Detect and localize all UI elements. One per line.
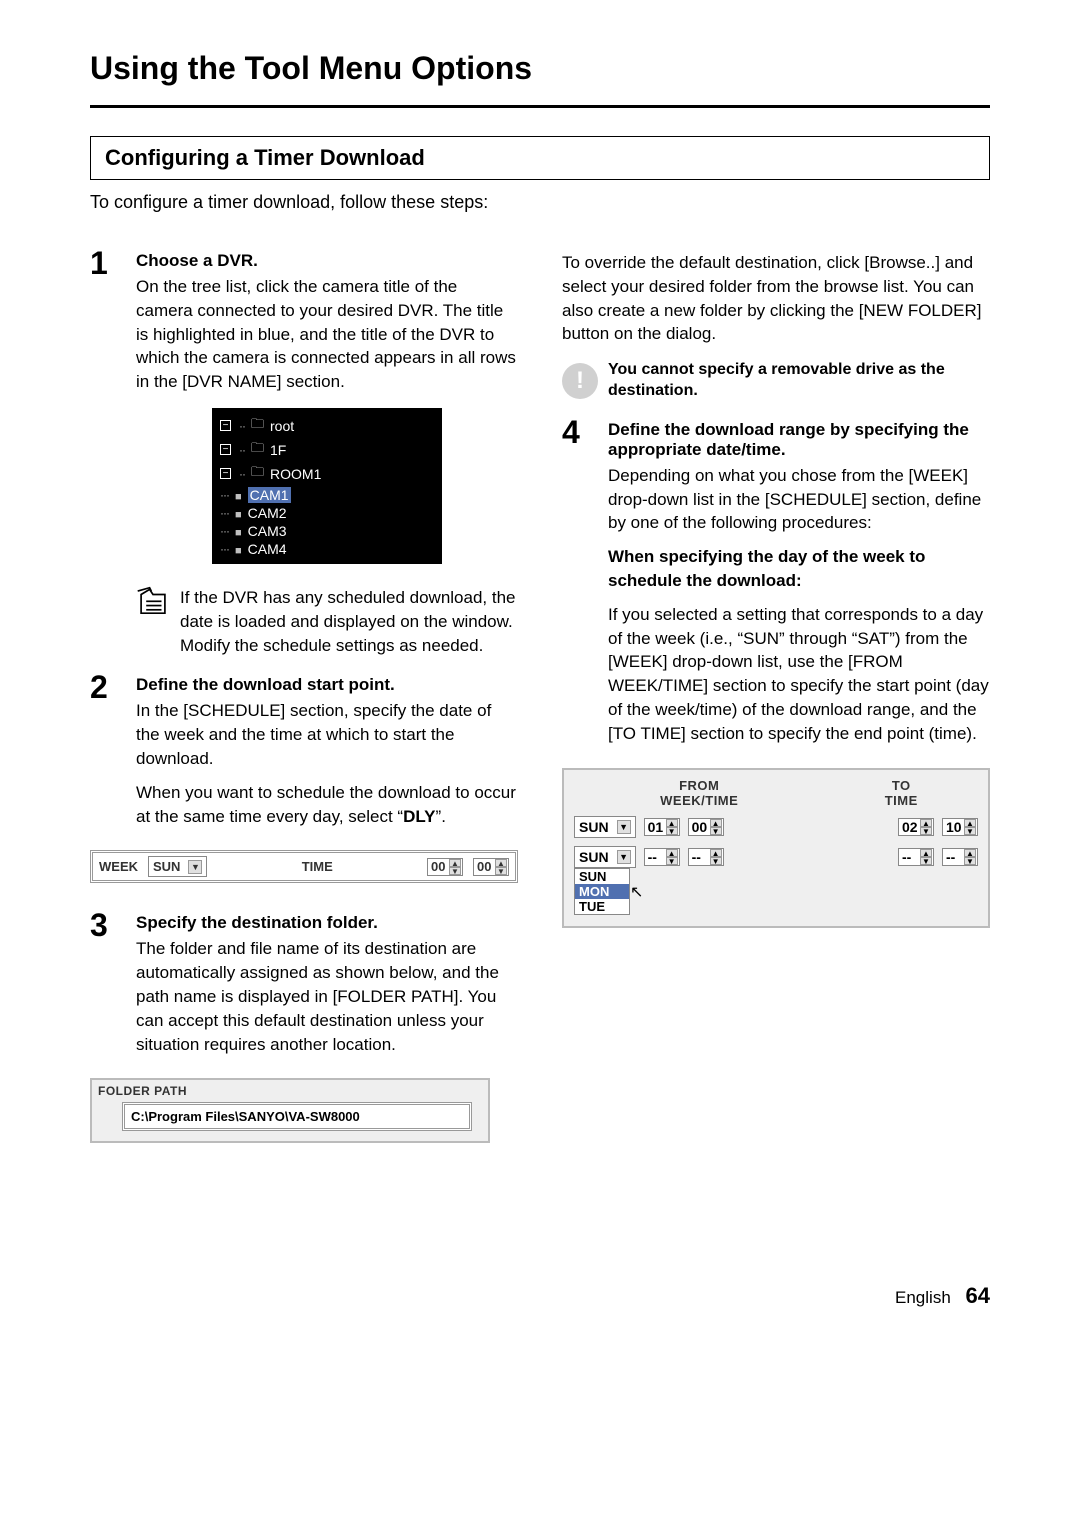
to-label-2: TIME [824, 793, 978, 808]
to-hour-spinner-r1[interactable]: 02 ▲▼ [898, 818, 934, 836]
page-title: Using the Tool Menu Options [90, 50, 990, 87]
from-min-spinner-r2[interactable]: -- ▲▼ [688, 848, 724, 866]
tree-toggle-root[interactable]: − [220, 420, 231, 431]
chevron-down-icon: ▼ [617, 820, 631, 834]
footer-page-number: 64 [966, 1283, 990, 1308]
tree-room1-label: ROOM1 [270, 466, 321, 482]
step4-body2: If you selected a setting that correspon… [608, 603, 990, 746]
right-top-body: To override the default destination, cli… [562, 251, 990, 346]
folder-path-widget: FOLDER PATH C:\Program Files\SANYO\VA-SW… [90, 1078, 490, 1143]
step4-body1: Depending on what you chose from the [WE… [608, 464, 990, 535]
chevron-down-icon: ▼ [617, 850, 631, 864]
step3-heading: Specify the destination folder. [136, 913, 518, 933]
time-label: TIME [302, 859, 333, 874]
from-day-dropdown-r2[interactable]: SUN ▼ [574, 846, 636, 868]
tree-cam2[interactable]: CAM2 [248, 505, 287, 521]
step1-body: On the tree list, click the camera title… [136, 275, 518, 394]
tree-cam3[interactable]: CAM3 [248, 523, 287, 539]
tree-cam4[interactable]: CAM4 [248, 541, 287, 557]
step-number-1: 1 [90, 245, 108, 282]
dropdown-option-tue[interactable]: TUE [575, 899, 629, 914]
folder-path-value[interactable]: C:\Program Files\SANYO\VA-SW8000 [122, 1102, 472, 1131]
tree-cam1[interactable]: CAM1 [248, 487, 291, 503]
step-number-4: 4 [562, 414, 580, 451]
dropdown-option-mon[interactable]: MON [575, 884, 629, 899]
from-day-dropdown-r1[interactable]: SUN ▼ [574, 816, 636, 838]
tree-toggle-room1[interactable]: − [220, 468, 231, 479]
camera-icon [235, 505, 242, 521]
warning-text: You cannot specify a removable drive as … [608, 360, 990, 402]
week-label: WEEK [99, 859, 138, 874]
step4-subheading: When specifying the day of the week to s… [608, 545, 990, 593]
to-hour-spinner-r2[interactable]: -- ▲▼ [898, 848, 934, 866]
to-min-spinner-r1[interactable]: 10 ▲▼ [942, 818, 978, 836]
tree-root-label: root [270, 418, 294, 434]
page-footer: English 64 [90, 1283, 990, 1309]
tree-1f-label: 1F [270, 442, 286, 458]
from-label-1: FROM [574, 778, 824, 793]
camera-icon [235, 487, 242, 503]
intro-text: To configure a timer download, follow th… [90, 192, 990, 213]
note-text: If the DVR has any scheduled download, t… [180, 586, 518, 657]
dvr-tree: − ·· root − ·· 1F − ·· ROOM1 [212, 408, 442, 564]
step1-heading: Choose a DVR. [136, 251, 518, 271]
cursor-icon: ↖ [630, 882, 643, 902]
from-to-widget: FROM WEEK/TIME TO TIME SUN ▼ 01 ▲▼ [562, 768, 990, 928]
from-min-spinner-r1[interactable]: 00 ▲▼ [688, 818, 724, 836]
step2-body1: In the [SCHEDULE] section, specify the d… [136, 699, 518, 770]
chevron-down-icon: ▼ [188, 860, 202, 874]
to-label-1: TO [824, 778, 978, 793]
tree-toggle-1f[interactable]: − [220, 444, 231, 455]
section-heading-box: Configuring a Timer Download [90, 136, 990, 180]
camera-icon [235, 541, 242, 557]
step3-body1: The folder and file name of its destinat… [136, 937, 518, 1056]
folder-path-label: FOLDER PATH [92, 1080, 488, 1102]
to-min-spinner-r2[interactable]: -- ▲▼ [942, 848, 978, 866]
section-heading: Configuring a Timer Download [105, 145, 975, 171]
folder-icon [251, 463, 264, 485]
footer-lang: English [895, 1288, 951, 1307]
day-dropdown-list[interactable]: SUN MON TUE [574, 868, 630, 915]
title-rule [90, 105, 990, 108]
week-time-widget: WEEK SUN ▼ TIME 00 ▲▼ 00 ▲▼ [90, 850, 518, 883]
week-dropdown[interactable]: SUN ▼ [148, 856, 207, 877]
camera-icon [235, 523, 242, 539]
time-min-spinner[interactable]: 00 ▲▼ [473, 858, 509, 876]
step2-body2: When you want to schedule the download t… [136, 781, 518, 829]
step-number-2: 2 [90, 669, 108, 706]
warning-icon: ! [562, 363, 598, 399]
dropdown-option-sun[interactable]: SUN [575, 869, 629, 884]
note-icon [136, 586, 170, 620]
from-hour-spinner-r1[interactable]: 01 ▲▼ [644, 818, 680, 836]
step-number-3: 3 [90, 907, 108, 944]
step2-heading: Define the download start point. [136, 675, 518, 695]
from-label-2: WEEK/TIME [574, 793, 824, 808]
time-hour-spinner[interactable]: 00 ▲▼ [427, 858, 463, 876]
folder-icon [251, 439, 264, 461]
folder-icon [251, 415, 264, 437]
step4-heading: Define the download range by specifying … [608, 420, 990, 460]
from-hour-spinner-r2[interactable]: -- ▲▼ [644, 848, 680, 866]
